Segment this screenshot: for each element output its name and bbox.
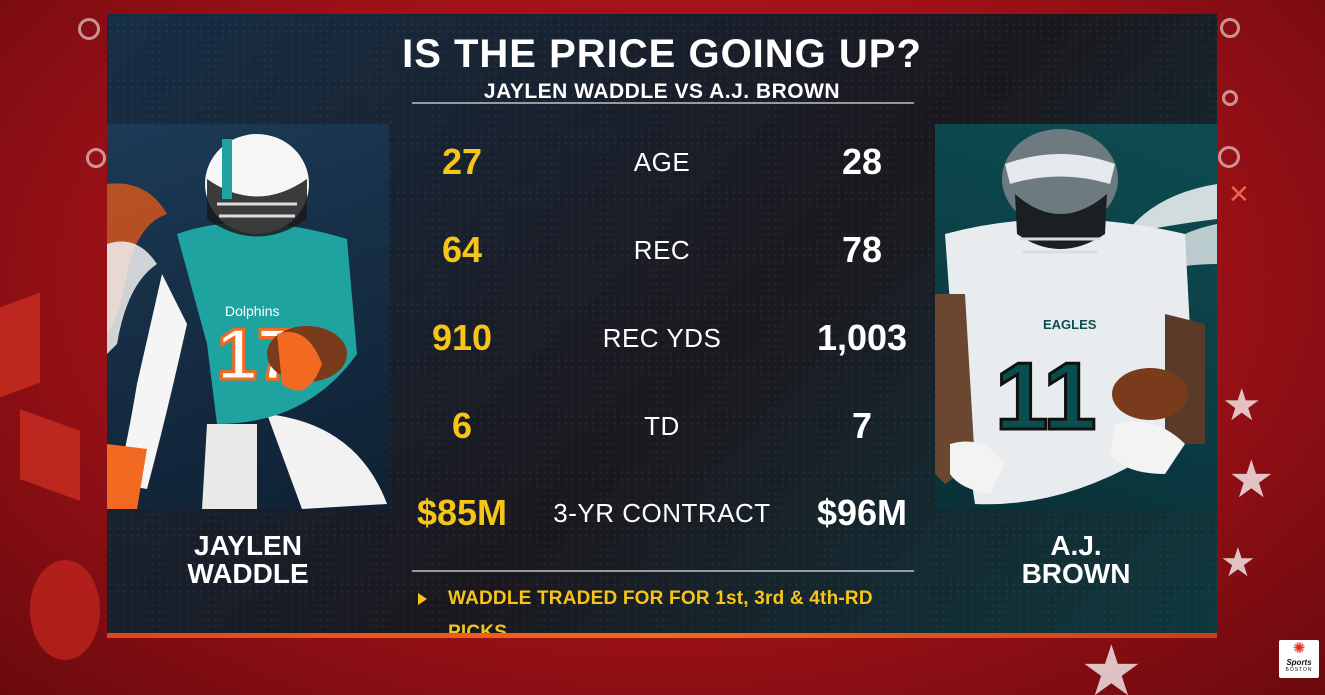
stat-row-contract: $85M 3-YR CONTRACT $96M xyxy=(389,483,935,543)
stat-value-right: $96M xyxy=(816,492,908,533)
svg-text:Dolphins: Dolphins xyxy=(225,303,279,319)
star-icon: ★ xyxy=(1222,380,1262,431)
stat-value-left: 6 xyxy=(451,405,473,446)
stat-label: REC YDS xyxy=(602,323,722,353)
stat-label: TD xyxy=(644,411,680,441)
stat-row-rec-yds: 910 REC YDS 1,003 xyxy=(389,308,935,368)
player-last-name: WADDLE xyxy=(187,558,309,589)
player-illustration: 11 EAGLES xyxy=(935,129,1217,505)
stat-value-right: 7 xyxy=(851,405,873,446)
network-logo-text: Sports xyxy=(1286,658,1312,667)
stat-row-rec: 64 REC 78 xyxy=(389,220,935,280)
card-accent-bar xyxy=(107,633,1217,638)
close-x-icon: ✕ xyxy=(1228,180,1250,210)
player-first-name: JAYLEN xyxy=(194,530,302,561)
background-ring xyxy=(78,18,100,40)
divider-bottom xyxy=(412,570,914,572)
stat-value-left: 910 xyxy=(431,317,493,358)
stat-value-right: 1,003 xyxy=(816,317,908,358)
comparison-card: IS THE PRICE GOING UP? JAYLEN WADDLE VS … xyxy=(107,14,1217,638)
background-ring xyxy=(1220,18,1240,38)
stat-label: REC xyxy=(633,235,691,265)
graphic-subtitle: JAYLEN WADDLE VS A.J. BROWN xyxy=(483,80,841,103)
star-icon: ★ xyxy=(1220,540,1256,586)
star-icon: ★ xyxy=(1080,630,1143,695)
player-last-name: BROWN xyxy=(1021,558,1131,589)
background-stripe xyxy=(20,409,80,501)
player-name-right: A.J. BROWN xyxy=(935,532,1217,588)
stat-value-left: 27 xyxy=(441,141,483,182)
player-illustration: 17 Dolphins xyxy=(107,134,387,509)
svg-text:11: 11 xyxy=(995,343,1096,450)
player-name-left: JAYLEN WADDLE xyxy=(107,532,389,588)
stat-value-right: 28 xyxy=(841,141,883,182)
background-ring xyxy=(1222,90,1238,106)
stat-row-age: 27 AGE 28 xyxy=(389,132,935,192)
player-photo-waddle: 17 Dolphins xyxy=(107,124,389,509)
star-icon: ★ xyxy=(1228,450,1275,510)
stat-value-right: 78 xyxy=(841,229,883,270)
player-photo-brown: 11 EAGLES xyxy=(935,124,1217,509)
play-arrow-icon xyxy=(418,593,427,605)
graphic-title: IS THE PRICE GOING UP? xyxy=(402,32,922,76)
network-logo-sub: BOSTON xyxy=(1285,667,1313,673)
background-stripe xyxy=(0,292,40,398)
network-logo: ✺ Sports BOSTON xyxy=(1279,640,1319,678)
background-stripe xyxy=(30,560,100,660)
background-ring xyxy=(1218,146,1240,168)
peacock-icon: ✺ xyxy=(1292,640,1306,657)
svg-text:EAGLES: EAGLES xyxy=(1043,317,1097,332)
player-first-name: A.J. xyxy=(1050,530,1102,561)
stat-label: 3-YR CONTRACT xyxy=(553,498,771,528)
trade-note: WADDLE TRADED FOR FOR 1st, 3rd & 4th-RD … xyxy=(412,582,914,638)
stat-label: AGE xyxy=(633,147,691,177)
divider-top xyxy=(412,102,914,104)
background-ring xyxy=(86,148,106,168)
stat-value-left: $85M xyxy=(416,492,508,533)
trade-note-text: WADDLE TRADED FOR FOR 1st, 3rd & 4th-RD … xyxy=(448,588,873,638)
stat-row-td: 6 TD 7 xyxy=(389,396,935,456)
stat-value-left: 64 xyxy=(441,229,483,270)
